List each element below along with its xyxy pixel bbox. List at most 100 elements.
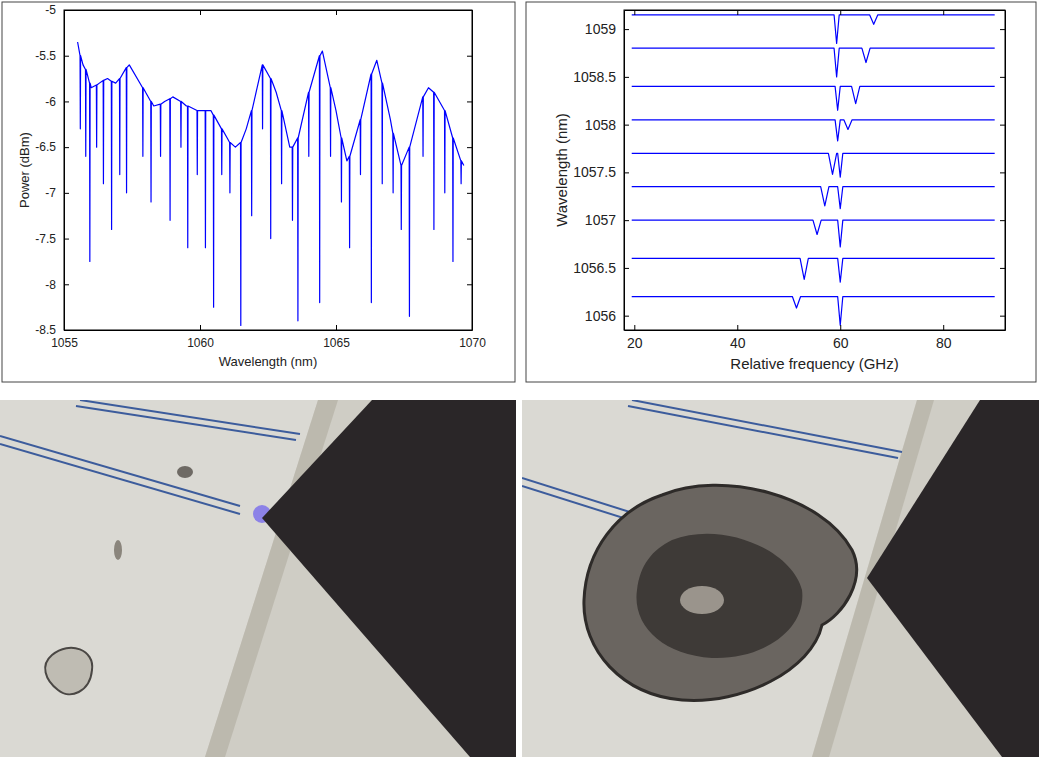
tick-mark (200, 10, 201, 15)
tick-label: 1059 (585, 21, 616, 37)
damage-highlight (680, 586, 724, 614)
tick-mark (1000, 172, 1005, 173)
tick-label: -7.5 (35, 232, 56, 246)
panel-frame (526, 2, 1036, 382)
waveguide (0, 444, 240, 514)
tick-mark (943, 10, 944, 15)
x-axis: 20406080 (625, 325, 1006, 351)
tick: 1056 (585, 308, 629, 324)
chip-surface (522, 400, 917, 757)
plot-area (624, 10, 1005, 330)
tick: 1065 (323, 325, 350, 350)
tick: 1056.5 (573, 260, 629, 276)
chart-panel: 2040608010561056.510571057.510581058.510… (526, 2, 1036, 382)
tick-mark (467, 56, 472, 57)
tick-label: 1057.5 (573, 164, 616, 180)
tick-mark (467, 101, 472, 102)
tick-mark (64, 239, 69, 240)
tick-mark (840, 10, 841, 15)
tick-mark (624, 29, 629, 30)
tick-label: -6.5 (35, 140, 56, 154)
debris (45, 648, 92, 694)
tick-label: 80 (936, 335, 952, 351)
waveguide (80, 400, 300, 434)
tick-mark (1000, 77, 1005, 78)
tick-label: 1056 (585, 308, 616, 324)
tick (1000, 77, 1005, 78)
tick-label: 1057 (585, 212, 616, 228)
spectrum-line (632, 48, 995, 77)
spectrum-line (632, 187, 995, 209)
x-axis-top (65, 10, 473, 15)
tick (1000, 125, 1005, 126)
tick-mark (624, 268, 629, 269)
plot-marks (632, 15, 995, 325)
spectrum-line (632, 120, 995, 141)
waveguide (632, 400, 902, 452)
plot-marks (78, 42, 464, 325)
tick-mark (64, 284, 69, 285)
tick: 80 (936, 325, 952, 351)
tick-mark (336, 325, 337, 330)
fiber-tip (867, 400, 1039, 757)
tick-label: 1070 (459, 336, 486, 350)
spectrum-line (632, 297, 995, 326)
tick-mark (200, 325, 201, 330)
tick-mark (943, 325, 944, 330)
tick: 1060 (187, 325, 214, 350)
damage-core (636, 534, 802, 658)
tick-mark (1000, 220, 1005, 221)
micrograph (0, 400, 516, 757)
plot-box (624, 10, 1005, 330)
y-axis-title: Power (dBm) (17, 132, 32, 208)
tick: -6 (45, 95, 69, 109)
tick-mark (840, 325, 841, 330)
tick: 60 (833, 325, 849, 351)
x-axis-top (625, 10, 1006, 15)
tick (467, 239, 472, 240)
tick-mark (624, 172, 629, 173)
spectrum-line (632, 86, 995, 110)
tick: 20 (627, 325, 643, 351)
tick-mark (1000, 268, 1005, 269)
tick-mark (737, 325, 738, 330)
x-axis: 1055 1060 1065 1070 (51, 325, 486, 350)
tick-label: 1055 (51, 336, 78, 350)
debris (177, 466, 193, 478)
tick-mark (1000, 316, 1005, 317)
tick-mark (467, 193, 472, 194)
tick-mark (467, 239, 472, 240)
tick-mark (624, 77, 629, 78)
tick: 1057.5 (573, 164, 629, 180)
tick (467, 147, 472, 148)
tick-label: 1056.5 (573, 260, 616, 276)
tick-mark (64, 147, 69, 148)
tick-mark (467, 147, 472, 148)
x-axis-title: Wavelength (nm) (219, 354, 318, 369)
tick-label: 1058 (585, 117, 616, 133)
tick (1000, 268, 1005, 269)
tick (467, 56, 472, 57)
chart-panel: 1055106010651070-8.5-8-7.5-7-6.5-6-5.5-5… (2, 2, 515, 382)
figure: 1055106010651070-8.5-8-7.5-7-6.5-6-5.5-5… (0, 0, 1039, 757)
fiber-tip (262, 400, 516, 757)
tick: -7 (45, 186, 69, 200)
damage-blob (584, 485, 857, 700)
waveguide (628, 406, 898, 458)
plot-box (64, 10, 472, 330)
tick: -8 (45, 278, 69, 292)
tick-mark (634, 325, 635, 330)
tick-mark (64, 56, 69, 57)
spectrum-line (632, 15, 995, 44)
tick-label: 1065 (323, 336, 350, 350)
spectrum-line (632, 220, 995, 247)
tick-mark (1000, 125, 1005, 126)
tick-mark (64, 101, 69, 102)
plot-area (64, 10, 472, 330)
waveguide (0, 436, 240, 506)
tick-mark (64, 193, 69, 194)
tick (737, 10, 738, 15)
tick-label: -8.5 (35, 323, 56, 337)
tick: 1058 (585, 117, 629, 133)
tick-mark (737, 10, 738, 15)
